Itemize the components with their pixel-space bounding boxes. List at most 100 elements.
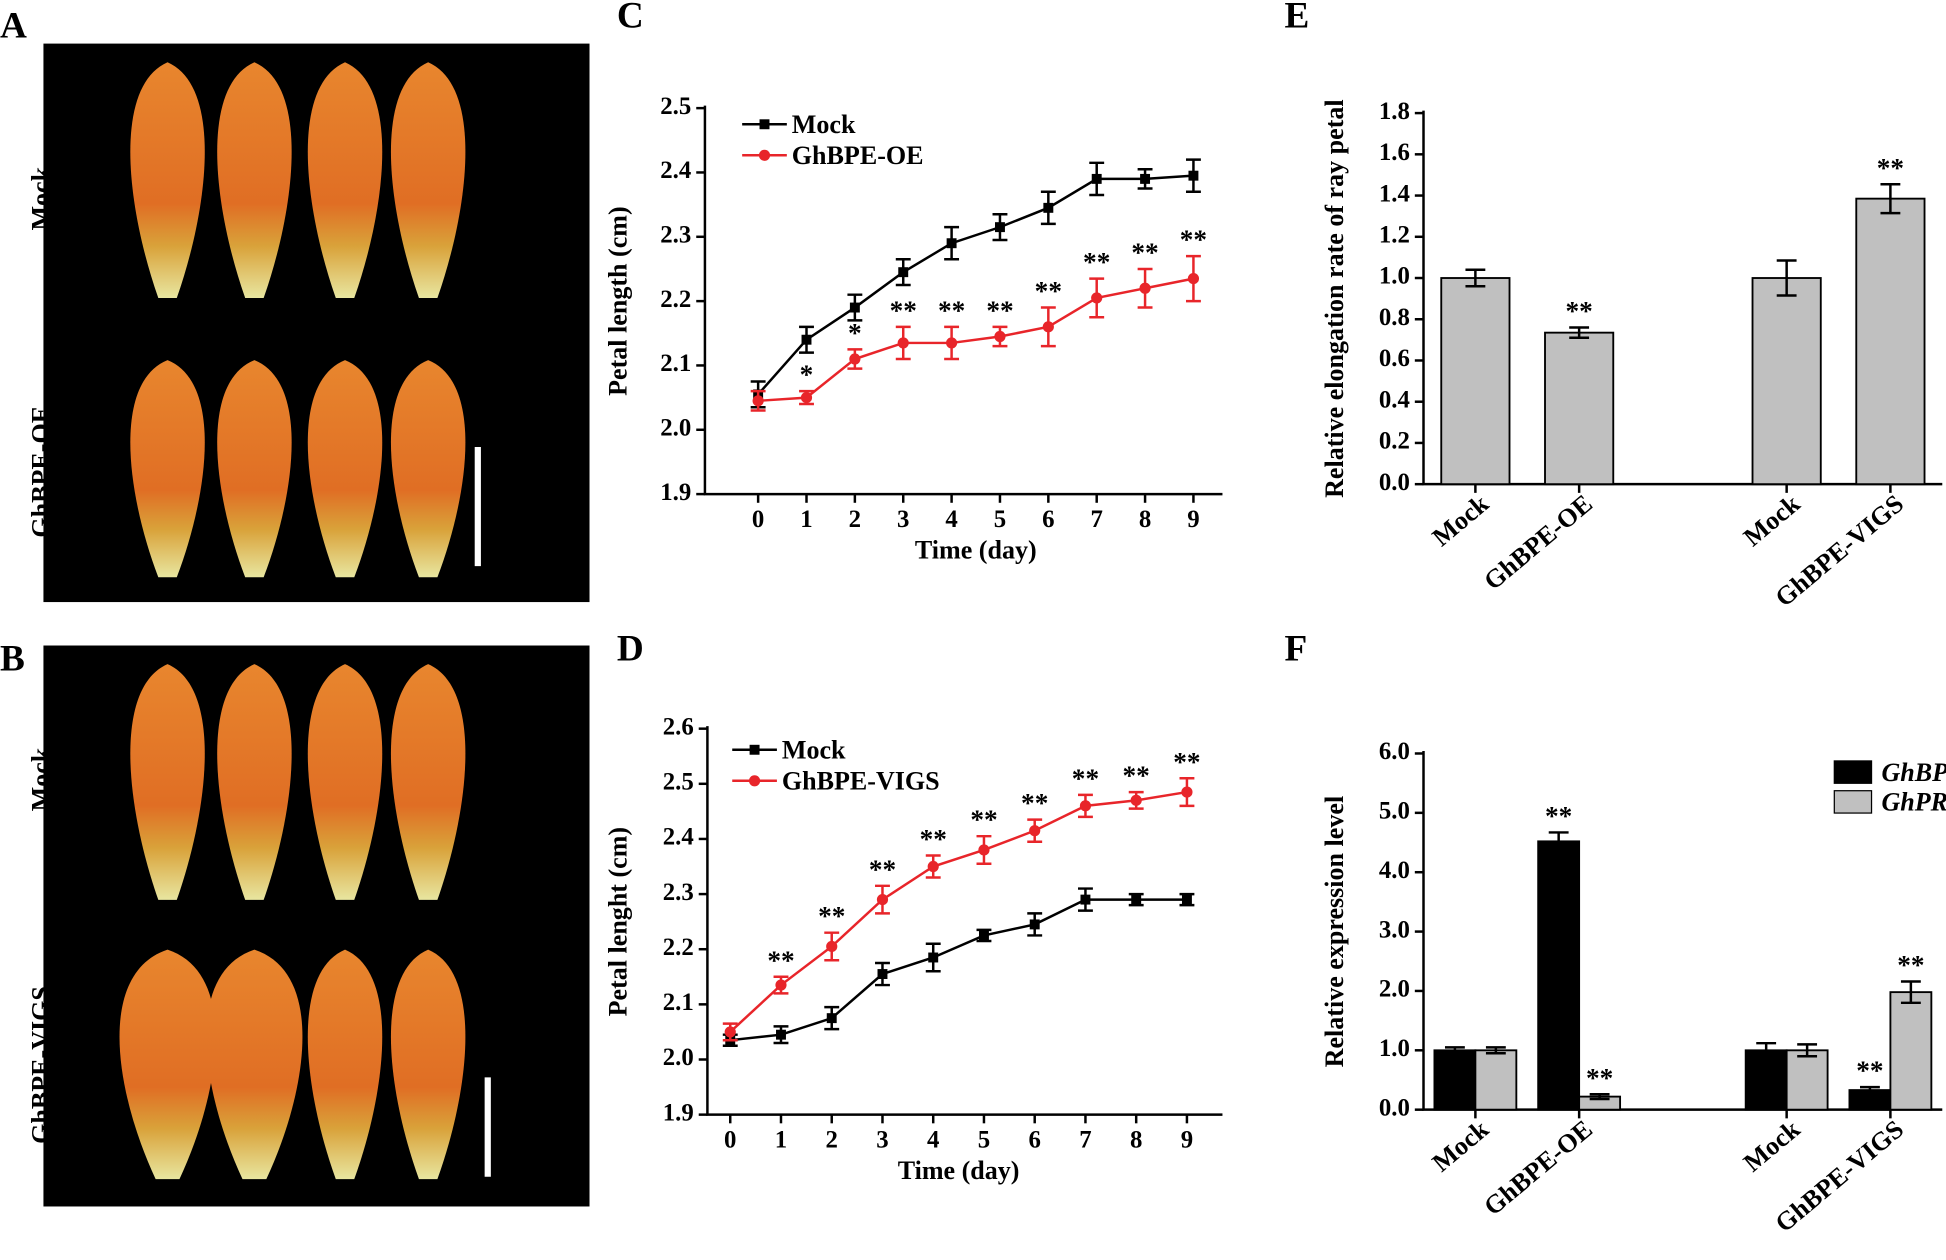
error-bar [1444,1046,1465,1055]
legend-label: GhBPE-VIGS [782,766,940,795]
marker [826,1013,837,1024]
significance: ** [1565,296,1592,326]
petal [307,360,383,578]
row-label: Mock [27,747,56,811]
marker [849,353,861,365]
x-tick-label: 3 [876,1127,888,1154]
panel-label: F [1285,628,1308,669]
y-tick-label: 6.0 [1379,738,1410,765]
x-tick-label: Mock [1738,489,1806,552]
marker [994,330,1006,343]
legend-label: Mock [792,110,856,139]
marker [800,392,813,404]
marker [758,149,771,161]
x-tick-label: 7 [1079,1127,1091,1154]
petal [307,664,383,900]
x-tick-label: 5 [994,506,1006,533]
x-tick-label: Mock [1427,1114,1495,1177]
series-line [757,174,1194,396]
series-line [758,277,1194,403]
marker [1079,800,1092,812]
y-tick-label: 3.0 [1379,916,1410,943]
error-bar [1900,980,1921,1005]
marker [1181,786,1193,798]
significance: ** [1072,763,1099,793]
legend-label: GhBPE-OE [792,141,924,170]
marker [775,979,787,991]
significance: ** [1897,950,1924,980]
x-tick-label: 0 [724,1127,736,1154]
marker [849,302,860,313]
row-label: GhBPE-OE [27,406,56,538]
y-tick-label: 1.4 [1379,180,1410,207]
marker [1131,894,1142,905]
y-tick-label: 1.0 [1379,263,1410,290]
marker [1043,202,1054,213]
marker [1139,282,1151,294]
petal [130,360,205,578]
marker [1188,170,1199,181]
panel-label: E [1285,0,1310,36]
y-axis-label: Petal lenght (cm) [604,827,633,1017]
marker [1140,173,1151,184]
marker [1181,894,1192,905]
y-tick-label: 2.0 [663,1044,694,1071]
bar [1474,1049,1518,1111]
panel-label: C [617,0,644,36]
bar [1537,840,1581,1111]
row-label: GhBPE-VIGS [27,986,56,1144]
error-bar [1756,1041,1777,1059]
error-bar [1465,268,1486,288]
x-axis-label: Time (day) [898,1156,1020,1185]
y-tick-label: 2.1 [663,989,694,1016]
significance: * [800,360,814,390]
marker [876,894,889,906]
significance: ** [920,824,947,854]
y-tick-label: 0.0 [1379,1094,1410,1121]
marker [749,744,760,755]
x-tick-label: 3 [897,506,909,533]
marker [898,267,909,278]
bar [1744,1049,1788,1111]
significance: * [848,318,862,348]
marker [748,775,761,787]
marker [946,337,958,349]
x-tick-label: GhBPE-OE [1478,1114,1598,1221]
significance: ** [890,295,917,325]
legend-swatch [1833,790,1873,814]
significance: ** [1180,225,1207,255]
significance: ** [1545,801,1572,831]
y-axis-label: Petal length (cm) [604,206,633,396]
y-tick-label: 2.5 [663,769,694,796]
panel-label: D [617,628,644,669]
petal [217,360,292,578]
petal [217,664,292,900]
petal [130,664,205,900]
y-tick-label: 0.4 [1379,386,1410,413]
error-bar [1485,1046,1506,1055]
significance: ** [869,854,896,884]
marker [1029,919,1040,930]
petal [390,949,466,1180]
bar [1433,1049,1477,1111]
legend-label: Mock [782,735,846,764]
y-tick-label: 2.5 [660,93,691,120]
x-tick-label: 4 [945,506,957,533]
marker [928,952,939,963]
petal [307,949,383,1180]
significance: ** [767,945,794,975]
legend-swatch [1833,760,1873,784]
significance: ** [1173,747,1200,777]
petal [307,62,383,299]
bar [1889,991,1933,1111]
x-tick-label: 4 [927,1127,939,1154]
panel-label: A [0,5,27,46]
y-tick-label: 0.2 [1379,428,1410,455]
y-tick-label: 2.3 [663,879,694,906]
y-tick-label: 2.2 [660,286,691,313]
x-tick-label: 0 [752,506,764,533]
marker [801,334,812,345]
bar [1440,277,1511,486]
marker [978,930,989,941]
